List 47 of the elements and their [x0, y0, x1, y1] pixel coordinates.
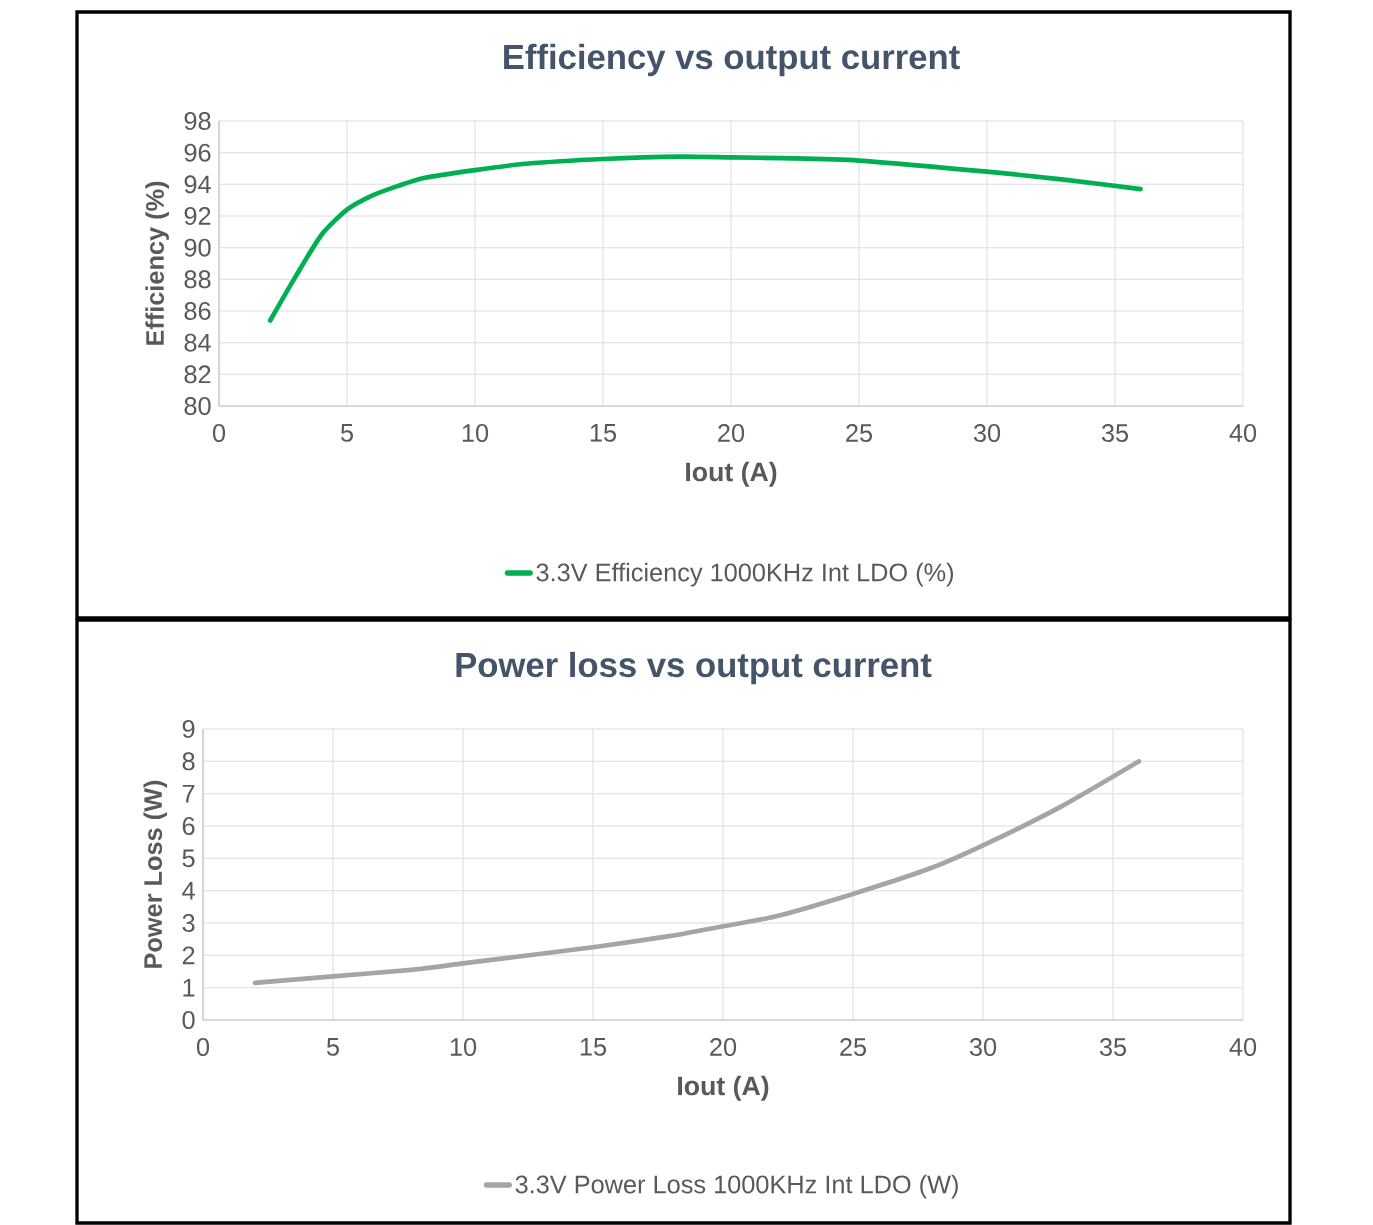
x-tick-label: 40: [1229, 1038, 1257, 1056]
x-tick-label: 10: [450, 1038, 477, 1056]
x-tick-label: 35: [1101, 424, 1129, 442]
chart-title: Efficiency vs output current: [504, 43, 960, 77]
y-tick-label: 7: [182, 784, 195, 803]
y-tick-label: 84: [184, 333, 211, 352]
x-tick-label: 25: [846, 424, 873, 442]
y-tick-label: 80: [184, 397, 211, 415]
x-tick-label: 15: [580, 1038, 607, 1056]
y-tick-label: 0: [182, 1011, 195, 1029]
y-tick-label: 86: [184, 302, 211, 320]
chart-title: Power loss vs output current: [456, 651, 932, 685]
x-tick-label: 15: [590, 424, 617, 442]
x-tick-label: 10: [462, 424, 489, 442]
y-tick-label: 6: [182, 817, 195, 835]
y-tick-label: 2: [182, 946, 195, 965]
x-tick-label: 0: [212, 424, 226, 442]
x-tick-label: 5: [340, 424, 353, 442]
x-tick-label: 20: [718, 424, 745, 442]
y-tick-label: 90: [184, 238, 211, 257]
x-axis-title: Iout (A): [678, 1075, 769, 1101]
legend-label: 3.3V Power Loss 1000KHz Int LDO (W): [515, 1174, 958, 1199]
y-tick-label: 94: [184, 175, 211, 194]
y-tick-label: 9: [182, 720, 195, 738]
x-tick-label: 25: [840, 1038, 867, 1056]
y-axis-title: Power Loss (W): [143, 780, 168, 968]
x-tick-label: 30: [973, 424, 1001, 442]
x-tick-label: 5: [326, 1038, 339, 1056]
line-series: [267, 154, 1143, 323]
x-axis-title: Iout (A): [686, 461, 777, 487]
y-tick-label: 92: [184, 207, 211, 225]
y-tick-label: 98: [184, 112, 211, 130]
y-axis-title: Efficiency (%): [145, 181, 169, 345]
y-tick-label: 82: [184, 365, 211, 384]
y-tick-label: 5: [182, 849, 195, 868]
x-tick-label: 20: [710, 1038, 737, 1056]
x-tick-label: 40: [1229, 424, 1257, 442]
y-tick-label: 88: [184, 270, 211, 289]
x-tick-label: 35: [1099, 1038, 1127, 1056]
legend-label: 3.3V Efficiency 1000KHz Int LDO (%): [536, 562, 953, 587]
x-tick-label: 30: [969, 1038, 997, 1056]
y-tick-label: 1: [183, 978, 195, 997]
y-tick-label: 3: [182, 914, 195, 932]
y-tick-label: 4: [182, 881, 195, 900]
line-series: [252, 759, 1142, 986]
y-tick-label: 8: [182, 752, 195, 771]
y-tick-label: 96: [184, 143, 211, 162]
